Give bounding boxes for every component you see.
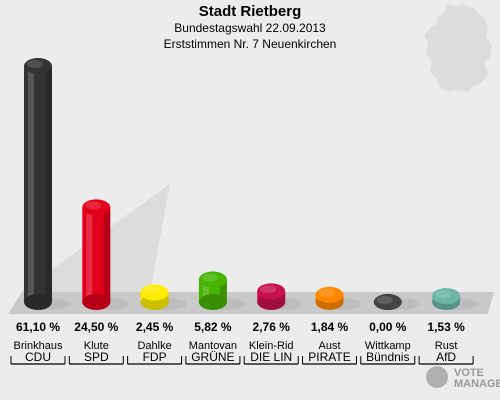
bar-gr-ne <box>198 271 245 310</box>
chart-subtitle: Bundestagswahl 22.09.2013 <box>174 21 326 35</box>
candidate-label: Aust <box>318 340 340 352</box>
party-label: GRÜNE <box>191 350 234 364</box>
chart-title: Stadt Rietberg <box>198 3 302 20</box>
bar-fdp <box>140 284 187 310</box>
bar-pirate <box>315 286 362 310</box>
value-label: 24,50 % <box>74 320 118 334</box>
value-label: 2,45 % <box>136 320 174 334</box>
candidate-label: Mantovan <box>189 340 237 352</box>
candidate-label: Klute <box>84 340 109 352</box>
value-label: 1,53 % <box>427 320 465 334</box>
value-label: 0,00 % <box>369 320 407 334</box>
candidate-label: Wittkamp <box>365 340 411 352</box>
candidate-label: Dahlke <box>137 340 171 352</box>
bar-die-lin <box>257 283 304 310</box>
bar-spd <box>82 199 129 310</box>
candidate-label: Rust <box>435 340 458 352</box>
bar-afd <box>432 288 479 310</box>
party-label: SPD <box>84 350 109 364</box>
chart-subtitle-2: Erststimmen Nr. 7 Neuenkirchen <box>163 37 337 51</box>
value-label: 2,76 % <box>253 320 291 334</box>
value-label: 5,82 % <box>194 320 232 334</box>
party-label: DIE LIN <box>250 350 292 364</box>
value-label: 1,84 % <box>311 320 349 334</box>
vote-manager-logo: VOTE MANAGER <box>426 366 500 390</box>
candidate-label: Klein-Rid <box>249 340 294 352</box>
candidate-label: Brinkhaus <box>14 340 63 352</box>
party-label: PIRATE <box>308 350 350 364</box>
bar-cdu <box>24 58 70 310</box>
party-label: FDP <box>143 350 167 364</box>
party-label: Bündnis <box>366 350 409 364</box>
party-label: AfD <box>436 350 456 364</box>
party-label: CDU <box>25 350 51 364</box>
germany-map-icon <box>423 2 493 93</box>
value-label: 61,10 % <box>16 320 60 334</box>
bar-b-ndnis <box>373 294 420 310</box>
chart-floor <box>8 292 494 314</box>
